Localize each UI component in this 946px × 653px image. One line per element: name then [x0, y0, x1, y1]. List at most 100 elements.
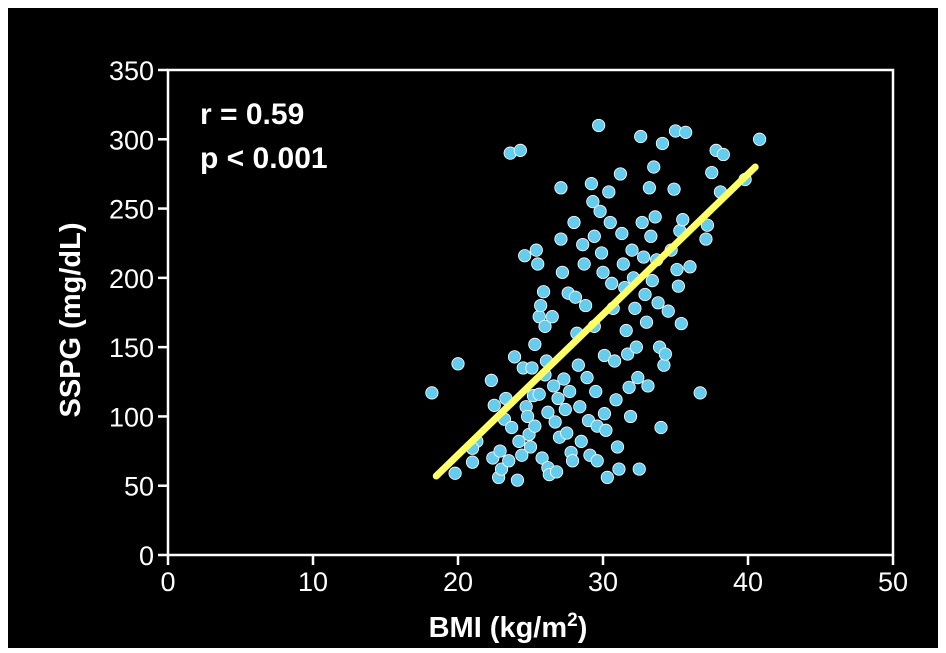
data-point	[661, 304, 675, 318]
data-point	[560, 426, 574, 440]
data-point	[616, 257, 630, 271]
data-point	[634, 129, 648, 144]
data-point	[657, 358, 671, 372]
data-point	[623, 409, 638, 424]
data-point	[578, 298, 593, 313]
data-point	[609, 393, 623, 407]
x-axis-title-end: )	[578, 612, 588, 644]
data-point	[448, 466, 462, 480]
y-tick-label: 250	[109, 195, 154, 225]
data-point	[670, 262, 684, 277]
y-tick-label: 50	[124, 472, 154, 502]
plot-area-frame	[166, 68, 895, 557]
data-point	[648, 210, 662, 224]
p-value-annotation: p < 0.001	[200, 142, 328, 175]
data-point	[625, 243, 639, 257]
x-axis-title: BMI (kg/m2)	[429, 610, 588, 644]
data-point	[590, 454, 604, 468]
data-point	[655, 136, 670, 151]
data-point	[639, 315, 654, 329]
data-point	[512, 434, 526, 448]
data-point	[493, 444, 507, 458]
data-point	[507, 350, 522, 364]
data-point	[531, 257, 545, 271]
data-point	[602, 185, 616, 199]
data-point	[641, 379, 655, 393]
data-point	[597, 348, 612, 363]
x-tick-label: 0	[160, 567, 175, 597]
data-point	[554, 232, 568, 246]
data-point	[536, 285, 551, 299]
data-point	[548, 415, 562, 429]
data-point	[642, 181, 657, 195]
data-point	[502, 454, 516, 468]
data-point	[593, 204, 607, 218]
data-point	[621, 347, 635, 361]
y-tick-label: 150	[109, 333, 154, 363]
data-point	[658, 347, 672, 361]
data-point	[563, 384, 577, 399]
data-point	[425, 386, 439, 400]
data-point	[589, 384, 603, 399]
data-point	[615, 226, 629, 241]
data-point	[619, 323, 633, 338]
data-point	[510, 473, 525, 487]
data-point	[629, 340, 643, 354]
data-point	[638, 287, 652, 302]
data-point	[557, 372, 571, 386]
y-axis-title: SSPG (mg/dL)	[55, 223, 87, 418]
x-tick-label: 30	[588, 567, 618, 597]
data-point	[523, 440, 538, 454]
data-point	[632, 462, 646, 476]
data-point	[551, 391, 565, 406]
data-point	[705, 165, 719, 180]
data-point	[612, 462, 626, 476]
data-point	[573, 400, 587, 414]
data-point	[610, 440, 625, 454]
data-point	[671, 279, 686, 293]
data-point	[576, 238, 590, 252]
data-points	[425, 118, 767, 487]
data-point	[607, 354, 622, 368]
y-tick-label: 0	[139, 541, 154, 571]
data-point	[644, 229, 658, 243]
data-point	[635, 215, 649, 230]
data-point	[651, 296, 665, 310]
data-point	[580, 371, 594, 385]
data-point	[528, 419, 542, 433]
data-point	[567, 215, 581, 230]
data-point	[613, 167, 628, 181]
data-point	[699, 232, 713, 246]
data-point	[520, 409, 535, 424]
data-point	[599, 423, 613, 437]
data-point	[513, 143, 527, 157]
data-point	[574, 434, 588, 448]
data-point	[534, 298, 548, 313]
data-point	[558, 402, 572, 417]
data-point	[535, 451, 549, 465]
data-point	[636, 250, 651, 264]
data-point	[603, 215, 617, 230]
data-point	[645, 274, 659, 288]
x-tick-label: 20	[443, 567, 473, 597]
data-point	[676, 213, 690, 227]
data-point	[505, 420, 519, 435]
y-tick-label: 350	[109, 56, 154, 86]
data-point	[532, 387, 546, 401]
data-point	[487, 398, 501, 412]
y-tick-label: 300	[109, 125, 154, 155]
data-point	[529, 243, 543, 257]
data-point	[597, 407, 612, 421]
data-point	[541, 405, 555, 419]
data-point	[700, 218, 715, 232]
data-point	[545, 310, 559, 324]
data-point	[628, 301, 642, 315]
data-point	[592, 118, 606, 133]
data-point	[555, 265, 570, 279]
data-point	[586, 195, 600, 209]
x-tick-label: 40	[733, 567, 763, 597]
y-tick-label: 200	[109, 264, 154, 294]
data-point	[667, 182, 681, 196]
